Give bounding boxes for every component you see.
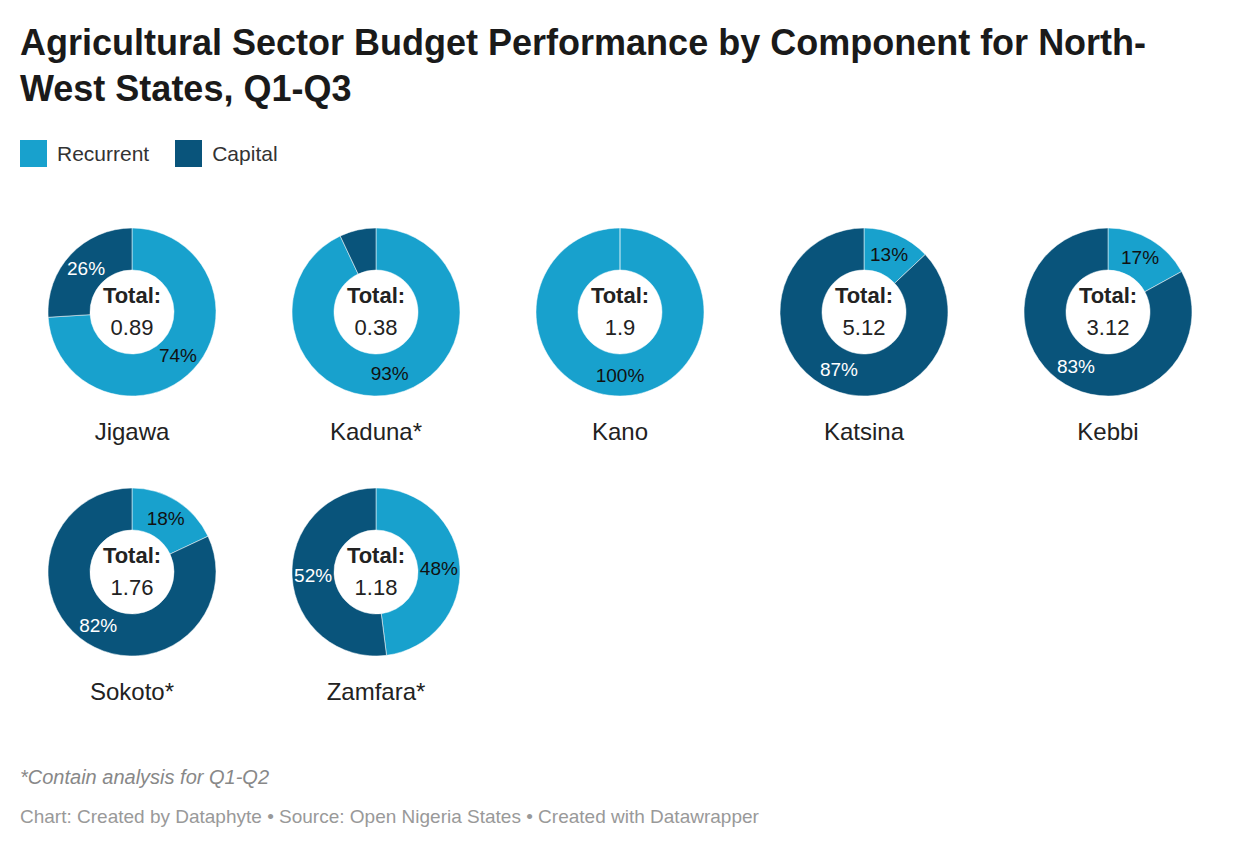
html-text:Total:: Total: xyxy=(102,543,162,568)
svg-text:18%: 18% xyxy=(147,508,185,529)
html-text:Recurrent: Recurrent xyxy=(57,141,150,165)
html-text:Total:: Total: xyxy=(1078,283,1138,308)
html-text:Katsina: Katsina xyxy=(824,418,904,445)
html-text:Capital: Capital xyxy=(212,141,278,165)
svg-text:26%: 26% xyxy=(67,258,105,279)
html-text:Jigawa: Jigawa xyxy=(94,418,170,445)
html-text:Total:: Total: xyxy=(346,283,406,308)
html-text:Kebbi: Kebbi xyxy=(1077,418,1139,445)
svg-text:82%: 82% xyxy=(79,615,117,636)
svg-text:17%: 17% xyxy=(1121,247,1159,268)
html-text:3.12: 3.12 xyxy=(1086,315,1130,340)
html-text:Kaduna*: Kaduna* xyxy=(330,418,422,445)
html-text:0.38: 0.38 xyxy=(354,315,398,340)
svg-text:74%: 74% xyxy=(159,345,197,366)
html-text:Total:: Total: xyxy=(102,283,162,308)
html-text:Chart: Created by Dataphyte •: Chart: Created by Dataphyte • Source: Op… xyxy=(20,806,759,827)
html-text:Total:: Total: xyxy=(834,283,894,308)
html-text:1.76: 1.76 xyxy=(110,575,154,600)
html-text:Total:: Total: xyxy=(346,543,406,568)
svg-text:48%: 48% xyxy=(420,558,458,579)
html-text:Zamfara*: Zamfara* xyxy=(326,678,426,705)
html-text:Agricultural Sector Budget Per: Agricultural Sector Budget Performance b… xyxy=(20,22,1147,109)
svg-text:100%: 100% xyxy=(596,365,645,386)
svg-text:83%: 83% xyxy=(1057,356,1095,377)
svg-text:13%: 13% xyxy=(870,244,908,265)
svg-text:93%: 93% xyxy=(371,363,409,384)
html-text:Total:: Total: xyxy=(590,283,650,308)
html-text:0.89: 0.89 xyxy=(110,315,154,340)
html-text:Sokoto*: Sokoto* xyxy=(90,678,174,705)
html-text:Kano: Kano xyxy=(592,418,648,445)
svg-text:87%: 87% xyxy=(820,359,858,380)
html-text:*Contain analysis for Q1-Q2: *Contain analysis for Q1-Q2 xyxy=(20,766,269,788)
html-text:5.12: 5.12 xyxy=(842,315,886,340)
html-text:1.9: 1.9 xyxy=(604,315,636,340)
html-text:1.18: 1.18 xyxy=(354,575,398,600)
svg-text:52%: 52% xyxy=(294,565,332,586)
